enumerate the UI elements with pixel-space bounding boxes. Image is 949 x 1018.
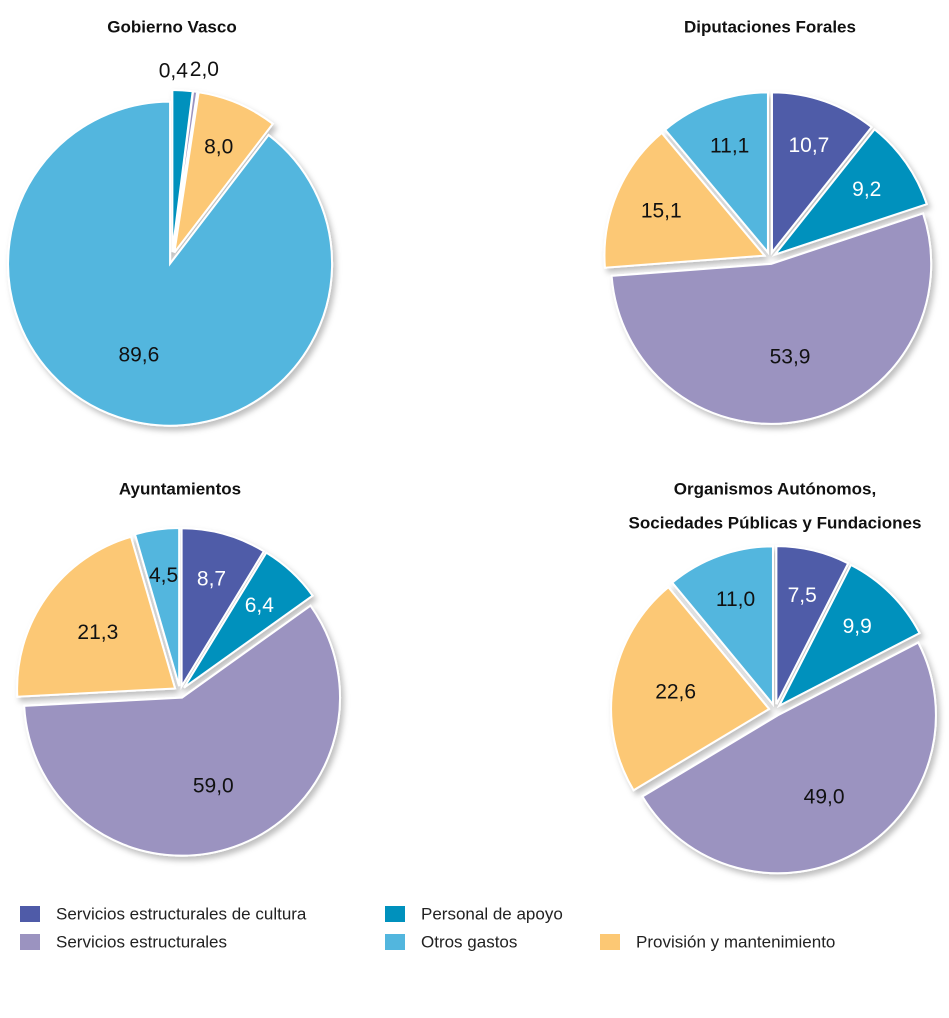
pie-slice [603,131,767,269]
data-label: 2,0 [190,58,219,81]
data-label: 11,1 [710,135,749,158]
data-label: 8,0 [204,136,233,159]
legend-swatch [20,934,40,950]
data-label: 11,0 [716,588,755,611]
pie-slice [775,545,850,705]
data-label: 9,9 [843,615,872,638]
pie [16,527,341,857]
data-label: 7,5 [788,584,817,607]
data-label: 4,5 [149,564,178,587]
pie-slice [610,212,933,425]
data-label: 15,1 [641,200,682,223]
pie-slice [173,91,275,254]
data-label: 8,7 [197,567,226,590]
legend-label: Otros gastos [421,932,517,951]
legend-label: Servicios estructurales de cultura [56,904,307,923]
data-label: 6,4 [245,594,275,617]
pie-slice [180,527,266,690]
legend-swatch [600,934,620,950]
pie-slice [610,585,771,792]
legend-label: Provisión y mantenimiento [636,932,835,951]
legend-label: Personal de apoyo [421,904,563,923]
pie [7,89,334,427]
legend-label: Servicios estructurales [56,932,227,951]
chart-title: Ayuntamientos [119,479,241,498]
data-label: 0,4 [159,59,189,82]
pie-slice [776,563,921,709]
pie-slice [183,551,314,689]
data-label: 49,0 [804,786,845,809]
pie-slice [7,100,334,427]
data-label: 59,0 [193,775,234,798]
pie [610,545,937,875]
chart-title: Sociedades Públicas y Fundaciones [629,513,922,532]
chart-title: Gobierno Vasco [107,17,236,36]
chart-title: Organismos Autónomos, [674,479,876,498]
pie-slice [770,91,874,256]
pie-slice [670,545,774,708]
legend-swatch [385,934,405,950]
data-label: 22,6 [655,681,696,704]
pie-slice [171,90,199,253]
pie-slice [663,91,769,256]
data-label: 9,2 [852,178,881,201]
pie-slice [641,641,937,875]
legend-swatch [385,906,405,922]
pie-slice [772,127,929,257]
pie-slice [133,527,181,687]
chart-title: Diputaciones Forales [684,17,856,36]
data-label: 21,3 [77,621,118,644]
pie-slice [16,535,177,698]
data-label: 10,7 [788,134,829,157]
data-label: 53,9 [770,346,811,369]
legend-swatch [20,906,40,922]
data-label: 89,6 [118,343,159,366]
pie [603,91,933,425]
pie-slice [23,604,341,857]
